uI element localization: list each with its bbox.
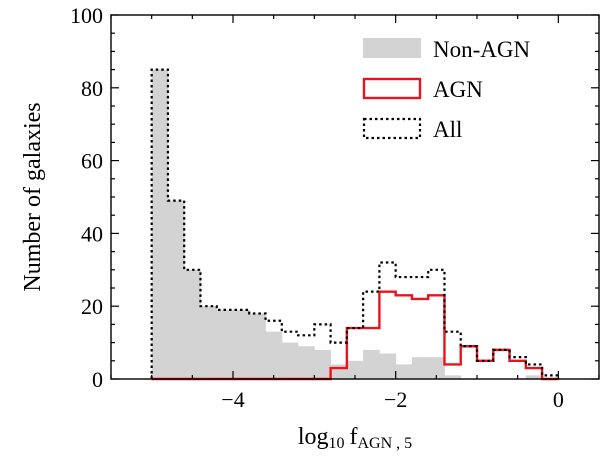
non-agn-bar bbox=[314, 349, 331, 379]
non-agn-bar bbox=[363, 349, 380, 379]
y-tick-label: 40 bbox=[81, 221, 103, 246]
axis-ticks: −4 −2 0 0 20 40 60 80 100 bbox=[70, 3, 600, 412]
x-axis-label-base: 10 bbox=[329, 435, 345, 452]
all-step-line bbox=[150, 68, 560, 379]
x-axis-label-subscript: AGN , 5 bbox=[358, 435, 413, 452]
non-agn-bar bbox=[184, 269, 201, 379]
y-axis-label: Number of galaxies bbox=[20, 102, 46, 291]
non-agn-bar bbox=[167, 200, 185, 379]
non-agn-bar bbox=[200, 306, 218, 379]
x-tick-label: −4 bbox=[221, 387, 244, 412]
y-tick-label: 0 bbox=[92, 367, 103, 392]
y-tick-label: 100 bbox=[70, 3, 103, 28]
non-agn-bar bbox=[379, 353, 397, 379]
non-agn-bar bbox=[428, 357, 445, 379]
non-agn-bar bbox=[265, 331, 283, 379]
legend-swatch-all bbox=[362, 117, 422, 140]
legend-label-non-agn: Non-AGN bbox=[433, 37, 530, 62]
non-agn-bar bbox=[281, 342, 299, 379]
non-agn-bar bbox=[249, 313, 266, 379]
y-tick-label: 60 bbox=[81, 149, 103, 174]
y-tick-label: 80 bbox=[81, 76, 103, 101]
non-agn-bar bbox=[346, 360, 364, 379]
x-axis-label-f: f bbox=[350, 424, 358, 450]
legend-swatch-non-agn bbox=[363, 38, 421, 58]
x-axis-label-log: log bbox=[298, 424, 329, 450]
legend-label-all: All bbox=[433, 117, 462, 142]
legend-label-agn: AGN bbox=[433, 77, 483, 102]
non-agn-bars bbox=[151, 69, 543, 379]
non-agn-bar bbox=[330, 364, 348, 379]
non-agn-bar bbox=[395, 364, 413, 379]
legend: Non-AGN AGN All bbox=[362, 37, 530, 142]
x-axis-label: log10 fAGN , 5 bbox=[298, 424, 412, 452]
non-agn-bar bbox=[216, 309, 234, 379]
non-agn-bar bbox=[525, 375, 543, 379]
x-tick-label: −2 bbox=[384, 387, 407, 412]
non-agn-bar bbox=[444, 375, 462, 379]
non-agn-bar bbox=[233, 309, 250, 379]
y-tick-label: 20 bbox=[81, 294, 103, 319]
x-tick-label: 0 bbox=[553, 387, 564, 412]
non-agn-bar bbox=[151, 69, 169, 379]
legend-swatch-agn bbox=[362, 77, 422, 100]
non-agn-bar bbox=[298, 346, 315, 379]
non-agn-bar bbox=[411, 357, 429, 379]
